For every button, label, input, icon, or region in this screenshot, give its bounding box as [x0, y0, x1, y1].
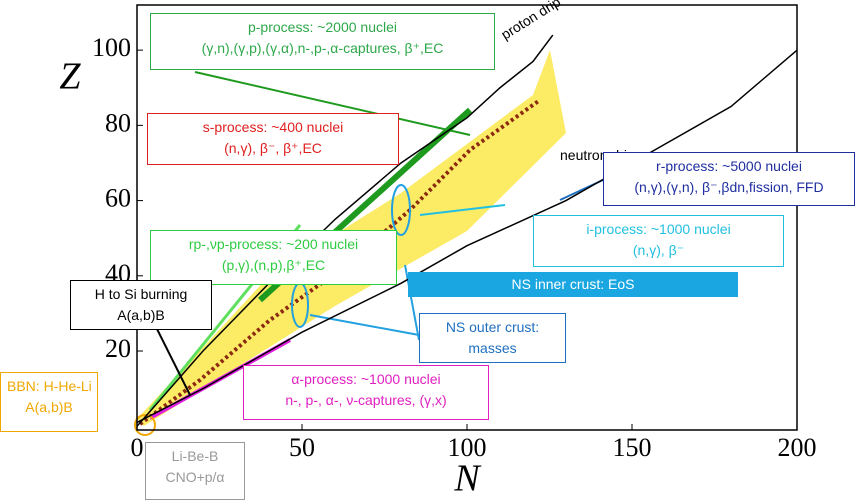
annotation-text: NS inner crust: EoS	[511, 276, 635, 292]
y-tick-label: 100	[92, 33, 131, 62]
annotation-text: A(a,b)B	[117, 307, 165, 323]
annotation-box: i-process: ~1000 nuclei (n,γ), β⁻	[533, 215, 784, 267]
annotation-box: NS inner crust: EoS	[408, 272, 738, 297]
annotation-text: p-process: ~2000 nuclei	[247, 19, 398, 35]
annotation-text: r-process: ~5000 nuclei	[656, 158, 802, 174]
annotation-box: Li-Be-B CNO+p/α	[145, 442, 245, 500]
annotation-text: A(a,b)B	[25, 399, 73, 415]
drip-line	[136, 49, 798, 424]
annotation-text: Li-Be-B	[171, 448, 219, 464]
annotation-box: r-process: ~5000 nuclei (n,γ),(γ,n), β⁻,β…	[603, 152, 855, 206]
annotation-box: H to Si burning A(a,b)B	[70, 280, 212, 330]
annotation-text: α-process: ~1000 nuclei	[291, 371, 441, 387]
line-label: proton drip	[498, 0, 563, 43]
annotation-box: BBN: H-He-Li A(a,b)B	[0, 372, 98, 432]
annotation-text: (n,γ), β⁻, β⁺,EC	[224, 140, 322, 156]
annotation-text: masses	[468, 340, 517, 356]
annotation-text: (p,γ),(n,p),β⁺,EC	[221, 257, 326, 273]
annotation-box: NS outer crust: masses	[419, 313, 566, 363]
annotation-text: s-process: ~400 nuclei	[202, 119, 344, 135]
x-axis-label: N	[453, 458, 482, 500]
annotation-text: CNO+p/α	[165, 469, 225, 485]
drip-line	[136, 34, 554, 427]
annotation-text: NS outer crust:	[445, 319, 540, 335]
annotation-text: (n,γ), β⁻	[632, 242, 685, 258]
y-axis-label: Z	[59, 56, 81, 98]
annotation-box: s-process: ~400 nuclei (n,γ), β⁻, β⁺,EC	[147, 113, 399, 165]
annotation-box: α-process: ~1000 nuclei n-, p-, α-, ν-cap…	[243, 365, 489, 420]
annotation-text: (n,γ),(γ,n), β⁻,βdn,fission, FFD	[634, 179, 824, 195]
annotation-box: p-process: ~2000 nuclei (γ,n),(γ,p),(γ,α)…	[150, 13, 495, 70]
annotation-text: H to Si burning	[94, 286, 188, 302]
annotation-text: (γ,n),(γ,p),(γ,α),n-,p-,α-captures, β⁺,E…	[201, 40, 444, 56]
annotation-text: n-, p-, α-, ν-captures, (γ,x)	[285, 392, 447, 408]
annotation-text: i-process: ~1000 nuclei	[586, 221, 731, 237]
annotation-text: BBN: H-He-Li	[7, 378, 92, 394]
annotation-box: rp-,νp-process: ~200 nuclei (p,γ),(n,p),β…	[150, 230, 397, 285]
y-tick-label: 80	[105, 108, 131, 137]
x-tick-label: 200	[778, 433, 817, 462]
x-tick-label: 100	[448, 433, 487, 462]
annotation-text: rp-,νp-process: ~200 nuclei	[188, 236, 359, 252]
y-tick-label: 20	[105, 334, 131, 363]
x-tick-label: 0	[131, 433, 144, 462]
x-tick-label: 50	[289, 433, 315, 462]
x-tick-label: 150	[613, 433, 652, 462]
y-tick-label: 60	[105, 184, 131, 213]
